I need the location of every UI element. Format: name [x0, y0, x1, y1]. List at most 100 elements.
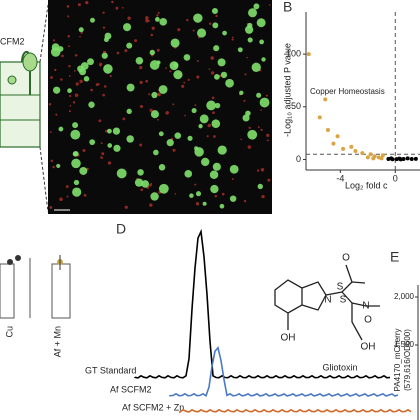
- speckle: [124, 49, 128, 53]
- speckle: [151, 26, 155, 30]
- speckle: [157, 93, 161, 97]
- speckle: [72, 101, 76, 104]
- fungal-cell: [211, 7, 218, 15]
- fungal-cell: [159, 18, 168, 26]
- speckle: [256, 169, 260, 172]
- zoom-line: [39, 146, 49, 213]
- fungal-cell: [72, 187, 82, 197]
- spore: [7, 75, 17, 85]
- speckle: [150, 182, 153, 185]
- speckle: [165, 67, 167, 69]
- speckle: [85, 0, 89, 5]
- speckle: [145, 18, 149, 23]
- speckle: [231, 38, 234, 41]
- fungal-cell: [209, 170, 219, 179]
- speckle: [68, 110, 71, 113]
- atom-label: O: [342, 253, 350, 264]
- speckle: [156, 14, 159, 17]
- fungal-cell: [199, 114, 209, 124]
- speckle: [66, 195, 69, 198]
- fungal-cell: [158, 164, 166, 171]
- y-tick-label: 100: [286, 49, 301, 59]
- fungal-cell: [212, 22, 219, 29]
- speckle: [243, 199, 247, 203]
- speckle: [214, 194, 218, 198]
- fungal-cell: [196, 28, 207, 38]
- speckle: [195, 202, 200, 206]
- speckle: [267, 178, 271, 182]
- speckle: [149, 108, 153, 113]
- speckle: [221, 192, 225, 196]
- point: [398, 157, 403, 162]
- atom-label: OH: [281, 333, 296, 344]
- fungal-cell: [217, 145, 227, 155]
- fungal-cell: [106, 128, 112, 134]
- trace-label: GT Standard: [85, 365, 136, 375]
- speckle: [66, 5, 70, 8]
- speckle: [266, 133, 270, 138]
- speckle: [215, 14, 218, 18]
- fungal-cell: [107, 143, 113, 148]
- speckle: [68, 64, 71, 68]
- fungal-cell: [191, 107, 197, 114]
- fungal-cell: [195, 191, 202, 197]
- speckle: [67, 15, 70, 18]
- atom-label: O: [364, 315, 372, 326]
- speckle: [246, 56, 249, 59]
- y-axis-label: (579,616/OD600): [403, 329, 412, 391]
- speckle: [177, 28, 181, 32]
- speckle: [109, 74, 112, 78]
- point: [306, 52, 311, 57]
- speckle: [107, 161, 112, 165]
- speckle: [80, 31, 83, 35]
- fungal-cell: [193, 13, 203, 23]
- fungal-cell: [70, 129, 81, 140]
- fungal-cell: [113, 144, 121, 152]
- fungal-cell: [104, 32, 112, 40]
- y-axis-label: -Log₁₀ adjusted P value: [282, 43, 292, 137]
- fungal-cell: [89, 139, 96, 146]
- point: [409, 157, 414, 162]
- fungal-cell: [103, 64, 113, 74]
- speckle: [69, 105, 72, 107]
- speckle: [101, 152, 105, 156]
- point: [365, 155, 370, 160]
- speckle: [67, 34, 70, 38]
- speckle: [165, 111, 169, 115]
- fungal-cell: [73, 179, 80, 186]
- point: [360, 151, 365, 156]
- fungal-cell: [220, 71, 228, 79]
- fungal-cell: [126, 83, 135, 92]
- speckle: [139, 80, 143, 85]
- speckle: [260, 109, 262, 111]
- fungal-cell: [158, 131, 164, 137]
- speckle: [74, 53, 78, 57]
- speckle: [244, 73, 247, 76]
- speckle: [74, 93, 79, 98]
- speckle: [83, 193, 87, 197]
- speckle: [231, 178, 234, 181]
- zoom-line: [39, 4, 49, 63]
- fungal-cell: [244, 25, 254, 34]
- speckle: [102, 26, 106, 29]
- speckle: [149, 203, 153, 207]
- speckle: [208, 68, 211, 71]
- fungal-cell: [137, 169, 144, 176]
- fungal-cell: [214, 74, 220, 80]
- point: [349, 144, 354, 149]
- speckle: [104, 129, 108, 133]
- y-tick-label: 1,500: [394, 340, 415, 349]
- speckle: [102, 11, 105, 14]
- fungal-cell: [212, 162, 221, 171]
- speckle: [122, 117, 126, 121]
- point: [317, 115, 322, 120]
- fungal-cell: [156, 60, 161, 65]
- point: [353, 149, 358, 154]
- fungal-cell: [210, 184, 219, 194]
- speckle: [49, 206, 53, 209]
- x-tick-label: Af + Mn: [52, 326, 62, 357]
- fungal-cell: [57, 46, 64, 52]
- point: [380, 153, 385, 158]
- fungal-cell: [198, 124, 203, 129]
